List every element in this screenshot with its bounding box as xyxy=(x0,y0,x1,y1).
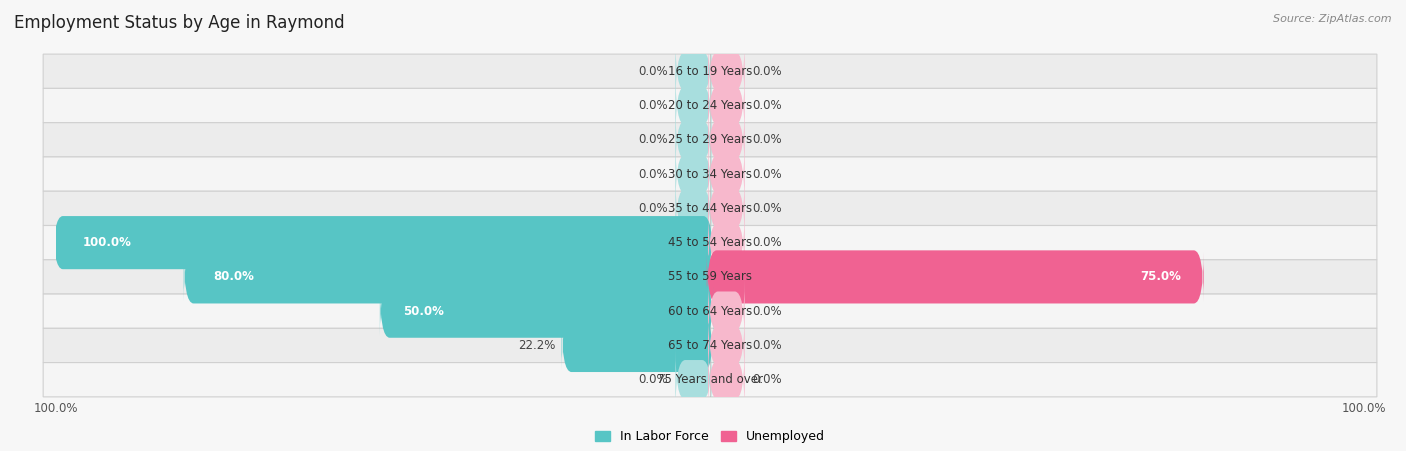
Text: 0.0%: 0.0% xyxy=(638,65,668,78)
Text: 65 to 74 Years: 65 to 74 Years xyxy=(668,339,752,352)
FancyBboxPatch shape xyxy=(44,157,1376,191)
Text: 0.0%: 0.0% xyxy=(752,339,782,352)
Text: 0.0%: 0.0% xyxy=(752,373,782,386)
FancyBboxPatch shape xyxy=(675,348,711,411)
Text: 55 to 59 Years: 55 to 59 Years xyxy=(668,271,752,283)
Text: 80.0%: 80.0% xyxy=(214,271,254,283)
FancyBboxPatch shape xyxy=(709,280,745,343)
Text: 0.0%: 0.0% xyxy=(752,305,782,318)
Text: 25 to 29 Years: 25 to 29 Years xyxy=(668,133,752,146)
Text: 0.0%: 0.0% xyxy=(752,133,782,146)
FancyBboxPatch shape xyxy=(675,108,711,171)
FancyBboxPatch shape xyxy=(44,191,1376,226)
Text: 0.0%: 0.0% xyxy=(752,236,782,249)
Text: Source: ZipAtlas.com: Source: ZipAtlas.com xyxy=(1274,14,1392,23)
FancyBboxPatch shape xyxy=(709,348,745,411)
FancyBboxPatch shape xyxy=(707,250,1204,304)
Text: 35 to 44 Years: 35 to 44 Years xyxy=(668,202,752,215)
FancyBboxPatch shape xyxy=(44,363,1376,397)
Text: 45 to 54 Years: 45 to 54 Years xyxy=(668,236,752,249)
Text: 0.0%: 0.0% xyxy=(638,202,668,215)
Text: 0.0%: 0.0% xyxy=(638,168,668,180)
FancyBboxPatch shape xyxy=(709,177,745,240)
FancyBboxPatch shape xyxy=(380,285,713,338)
Text: 0.0%: 0.0% xyxy=(638,99,668,112)
Text: 75 Years and over: 75 Years and over xyxy=(657,373,763,386)
Legend: In Labor Force, Unemployed: In Labor Force, Unemployed xyxy=(591,425,830,448)
FancyBboxPatch shape xyxy=(675,74,711,137)
Text: 0.0%: 0.0% xyxy=(638,133,668,146)
Text: 0.0%: 0.0% xyxy=(638,373,668,386)
FancyBboxPatch shape xyxy=(561,319,713,372)
Text: 0.0%: 0.0% xyxy=(752,202,782,215)
FancyBboxPatch shape xyxy=(709,143,745,206)
FancyBboxPatch shape xyxy=(675,177,711,240)
Text: 0.0%: 0.0% xyxy=(752,65,782,78)
FancyBboxPatch shape xyxy=(709,74,745,137)
FancyBboxPatch shape xyxy=(709,108,745,171)
Text: 0.0%: 0.0% xyxy=(752,99,782,112)
FancyBboxPatch shape xyxy=(44,88,1376,123)
FancyBboxPatch shape xyxy=(44,328,1376,363)
FancyBboxPatch shape xyxy=(44,226,1376,260)
Text: 60 to 64 Years: 60 to 64 Years xyxy=(668,305,752,318)
FancyBboxPatch shape xyxy=(709,211,745,274)
FancyBboxPatch shape xyxy=(44,54,1376,88)
Text: 75.0%: 75.0% xyxy=(1140,271,1181,283)
FancyBboxPatch shape xyxy=(709,40,745,103)
Text: 20 to 24 Years: 20 to 24 Years xyxy=(668,99,752,112)
Text: Employment Status by Age in Raymond: Employment Status by Age in Raymond xyxy=(14,14,344,32)
Text: 16 to 19 Years: 16 to 19 Years xyxy=(668,65,752,78)
Text: 22.2%: 22.2% xyxy=(517,339,555,352)
Text: 100.0%: 100.0% xyxy=(83,236,131,249)
FancyBboxPatch shape xyxy=(44,294,1376,328)
FancyBboxPatch shape xyxy=(675,40,711,103)
FancyBboxPatch shape xyxy=(44,260,1376,294)
Text: 50.0%: 50.0% xyxy=(402,305,444,318)
FancyBboxPatch shape xyxy=(675,143,711,206)
Text: 0.0%: 0.0% xyxy=(752,168,782,180)
FancyBboxPatch shape xyxy=(184,250,713,304)
Text: 30 to 34 Years: 30 to 34 Years xyxy=(668,168,752,180)
FancyBboxPatch shape xyxy=(53,216,713,269)
FancyBboxPatch shape xyxy=(44,123,1376,157)
FancyBboxPatch shape xyxy=(709,314,745,377)
